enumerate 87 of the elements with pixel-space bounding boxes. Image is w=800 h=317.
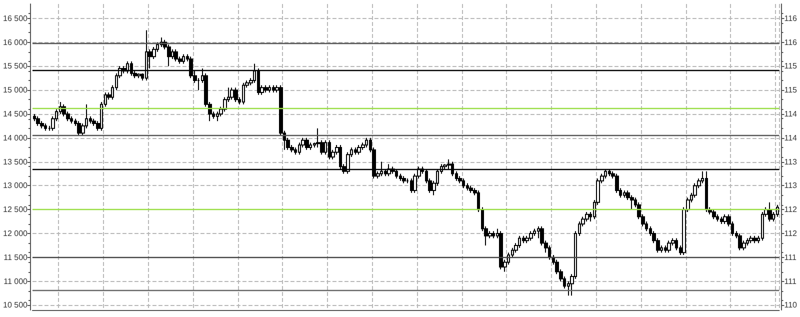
candlestick: [749, 235, 753, 244]
y-tick-label: 16 500: [3, 14, 28, 23]
candlestick: [40, 120, 44, 129]
candlestick: [354, 146, 357, 156]
y2-tick-label: 111: [784, 276, 797, 286]
candlestick: [615, 173, 619, 194]
candlestick: [667, 240, 671, 254]
y-tick-label: 13 500: [3, 157, 28, 166]
candlestick: [182, 54, 185, 64]
candlestick: [548, 244, 551, 260]
candlestick: [664, 244, 667, 254]
y-tick-label: 11 500: [4, 252, 28, 262]
candlestick: [492, 230, 495, 239]
candlestick: [77, 120, 81, 136]
candlestick: [328, 140, 331, 160]
y2-tick-label: 115: [784, 86, 798, 95]
candlestick: [268, 84, 271, 93]
candlestick: [693, 182, 697, 198]
y2-tick-label: 115: [784, 62, 798, 71]
candlestick: [525, 235, 529, 244]
candlestick: [761, 211, 764, 242]
y-tick-label: 14 500: [3, 109, 28, 118]
y-tick-label: 12 500: [3, 205, 28, 214]
candlestick: [675, 238, 678, 251]
candlestick: [518, 235, 521, 248]
candlestick: [216, 111, 219, 122]
y2-tick-label: 116: [784, 38, 798, 47]
candlestick: [174, 48, 178, 62]
y2-tick-label: 111: [784, 252, 797, 262]
candlestick: [466, 182, 469, 191]
candlestick: [298, 142, 301, 156]
y-tick-label: 13 000: [3, 181, 28, 190]
y2-tick-label: 116: [784, 14, 798, 23]
y2-tick-label: 114: [784, 133, 798, 142]
candlestick: [36, 116, 40, 126]
candlestick: [361, 142, 365, 150]
candlestick: [357, 144, 361, 156]
candlestick: [477, 190, 480, 212]
candlestick: [712, 209, 716, 220]
candlestick: [324, 140, 327, 156]
candlestick: [522, 235, 525, 244]
y-tick-label: 15 500: [3, 62, 28, 71]
candlestick: [272, 84, 275, 93]
candlestick: [33, 113, 36, 122]
candlestick: [723, 214, 727, 224]
candlestick: [585, 211, 589, 222]
candlestick: [230, 87, 234, 100]
y-tick-label: 12 000: [3, 229, 28, 238]
candlestick: [720, 216, 723, 224]
candlestick: [529, 230, 533, 242]
y-tick-label: 14 000: [3, 133, 28, 142]
candlestick: [294, 146, 297, 156]
candlestick: [92, 118, 96, 126]
candlestick: [305, 137, 309, 150]
candlestick: [753, 235, 757, 244]
candlestick: [309, 142, 312, 150]
candlestick: [167, 44, 171, 67]
candlestick: [458, 176, 462, 184]
y-tick-label: 15 000: [3, 86, 28, 95]
candlestick: [768, 202, 772, 222]
candlestick: [738, 233, 742, 251]
candlestick: [234, 87, 238, 103]
candlestick: [242, 82, 245, 105]
candlestick: [533, 228, 536, 236]
y2-tick-label: 112: [784, 205, 798, 214]
candlestick: [399, 173, 402, 182]
y-tick-label: 11 000: [4, 276, 28, 286]
candlestick: [623, 190, 626, 198]
candlestick: [44, 123, 47, 132]
candlestick: [462, 178, 465, 189]
y2-tick-label: 112: [784, 229, 798, 238]
candlestick: [402, 176, 406, 184]
candlestick: [746, 238, 749, 246]
candlestick: [469, 185, 473, 194]
y2-tick-label: 113: [784, 181, 798, 190]
y2-tick-label: 110: [784, 300, 798, 310]
y-tick-label: 10 500: [3, 300, 28, 310]
candlestick: [264, 84, 268, 93]
candlestick: [716, 214, 719, 222]
y-tick-label: 16 000: [3, 38, 28, 47]
candlestick: [365, 137, 368, 148]
candlestick: [70, 116, 73, 124]
y2-tick-label: 114: [784, 109, 798, 118]
y2-tick-label: 113: [784, 157, 798, 166]
candlestick: [630, 194, 634, 210]
candlestick: [499, 230, 503, 270]
candlestick: [137, 72, 141, 79]
